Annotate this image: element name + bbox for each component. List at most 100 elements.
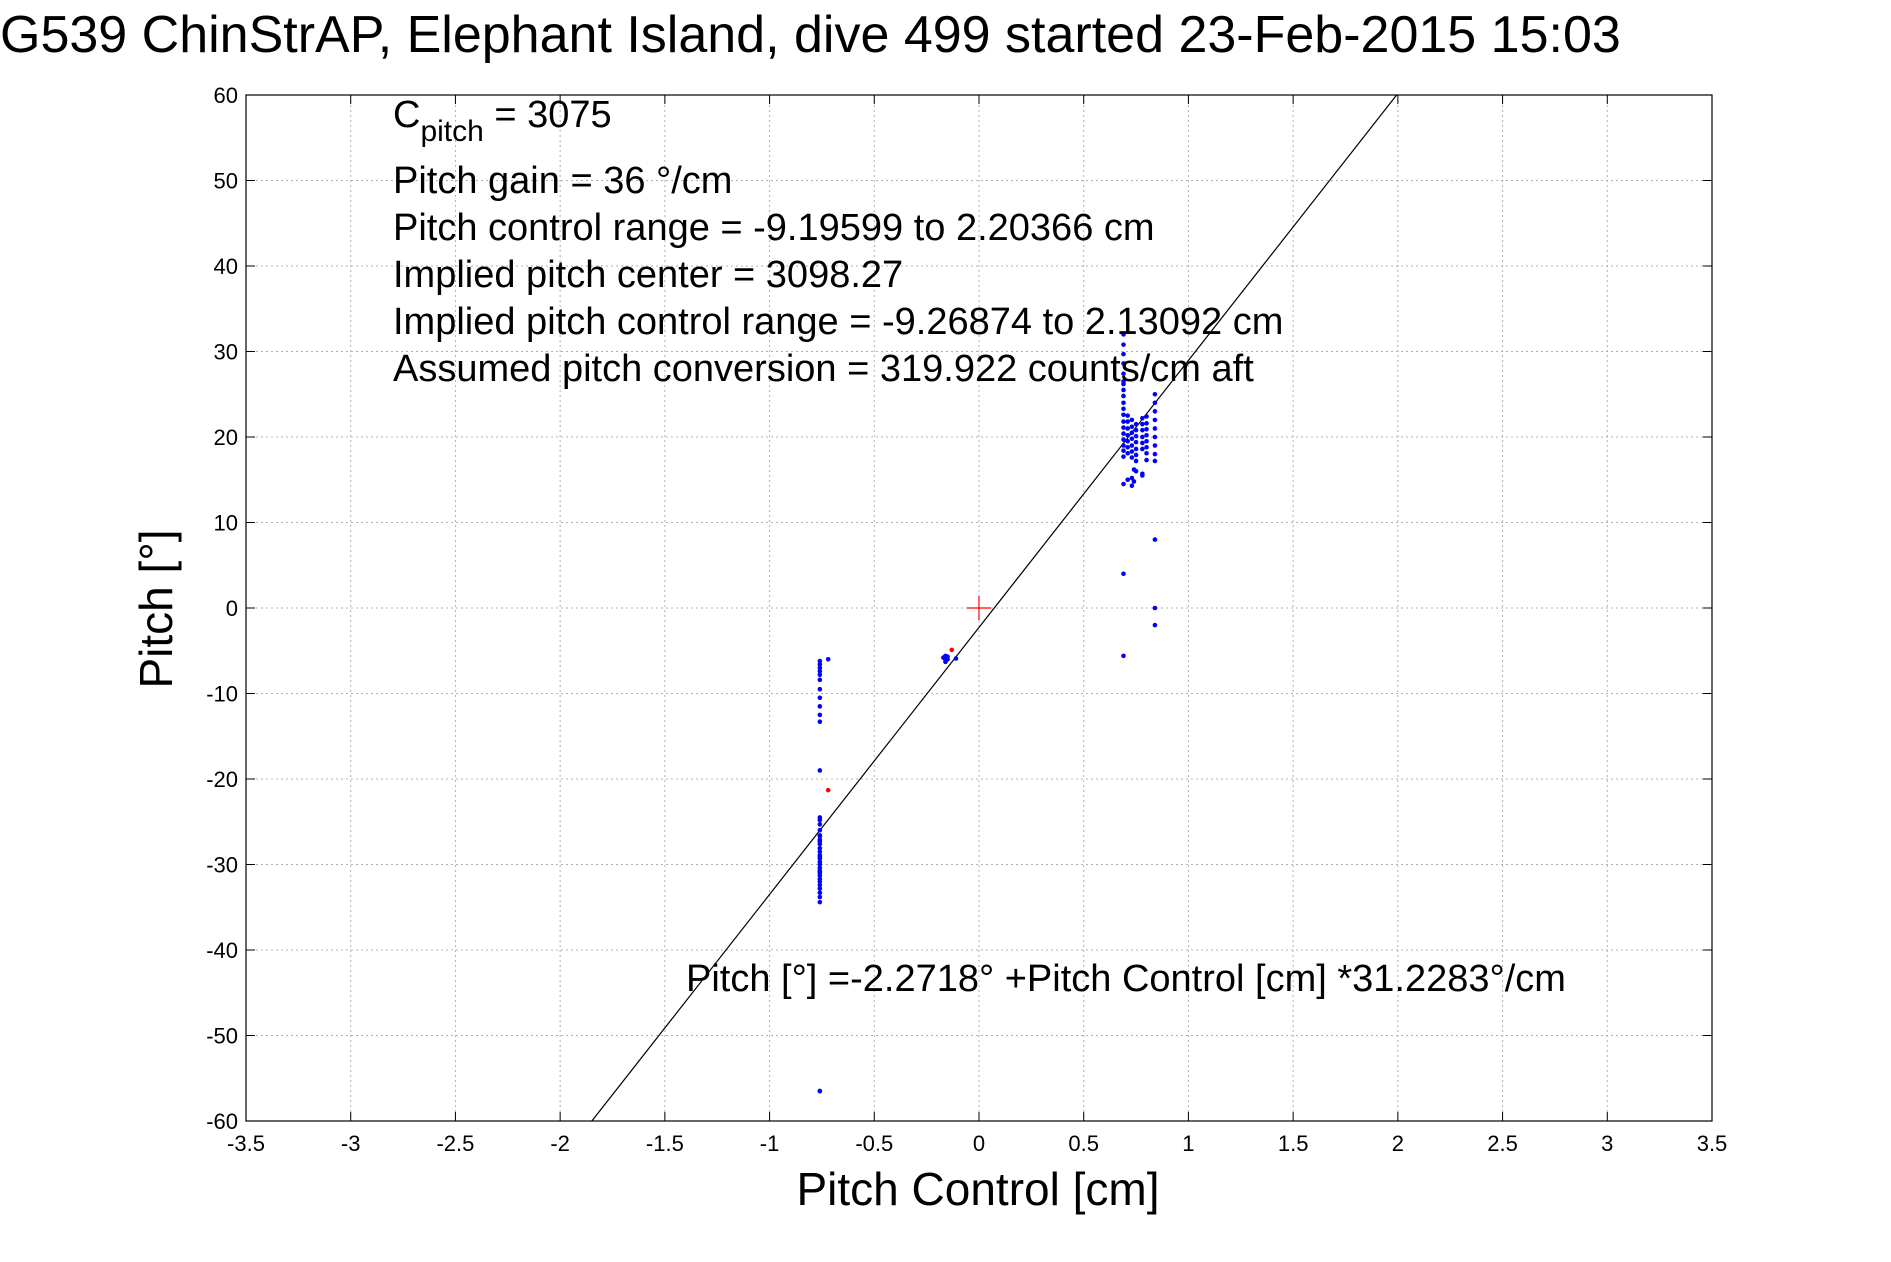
pitch-point: [1121, 379, 1126, 384]
pitch-point: [1129, 483, 1135, 489]
center-marker: [967, 596, 991, 620]
flagged-pitch-point: [825, 787, 831, 793]
pitch-point: [1121, 448, 1126, 453]
x-tick-label: -1.5: [646, 1131, 684, 1156]
pitch-point: [1144, 432, 1149, 438]
annotation-implied-pitch-center: Implied pitch center = 3098.27: [393, 254, 903, 296]
pitch-point: [817, 873, 823, 878]
pitch-point: [1121, 342, 1126, 347]
pitch-point: [817, 899, 823, 905]
pitch-point: [1152, 409, 1158, 414]
pitch-point: [945, 657, 950, 662]
pitch-point: [1152, 451, 1158, 457]
pitch-point: [1140, 421, 1145, 427]
pitch-point: [817, 712, 823, 718]
pitch-point: [817, 822, 823, 827]
pitch-point: [1133, 452, 1139, 458]
pitch-point: [1152, 400, 1158, 406]
pitch-point: [1152, 391, 1158, 397]
pitch-point: [1121, 653, 1126, 659]
y-tick-label: 60: [214, 83, 238, 108]
pitch-point: [1121, 431, 1126, 436]
y-tick-label: 0: [226, 596, 238, 621]
pitch-point: [817, 686, 823, 692]
annotation-fit-equation: Pitch [°] =-2.2718° +Pitch Control [cm] …: [686, 958, 1566, 1000]
pitch-point: [1152, 426, 1158, 431]
pitch-point: [817, 854, 823, 860]
y-tick-label: 10: [214, 511, 238, 536]
pitch-point: [817, 704, 823, 709]
pitch-point: [817, 886, 823, 891]
x-tick-label: -2.5: [436, 1131, 474, 1156]
pitch-point: [1121, 437, 1126, 442]
pitch-point: [817, 662, 823, 667]
pitch-point: [1133, 446, 1139, 452]
y-tick-label: -10: [206, 682, 238, 707]
pitch-point: [1121, 419, 1126, 424]
y-axis-label: Pitch [°]: [130, 529, 182, 688]
x-tick-label: 1: [1182, 1131, 1194, 1156]
y-tick-label: 50: [214, 169, 238, 194]
axis-ticks: [245, 94, 1713, 1122]
x-tick-label: -0.5: [855, 1131, 893, 1156]
pitch-point: [1131, 467, 1137, 472]
fit-line: [591, 94, 1398, 1122]
x-tick-label: 3: [1601, 1131, 1613, 1156]
pitch-point: [1129, 436, 1135, 442]
pitch-point: [1129, 443, 1135, 448]
pitch-point: [1121, 425, 1126, 430]
x-tick-label: 0.5: [1068, 1131, 1099, 1156]
pitch-point: [817, 1088, 823, 1094]
pitch-point: [817, 695, 823, 701]
pitch-point: [817, 668, 823, 674]
pitch-point: [1152, 458, 1158, 464]
pitch-point: [1152, 605, 1158, 611]
pitch-point: [1121, 412, 1126, 418]
pitch-point: [1125, 432, 1130, 438]
y-tick-label: -20: [206, 767, 238, 792]
pitch-point: [1125, 426, 1130, 431]
y-tick-label: -50: [206, 1024, 238, 1049]
pitch-point: [1152, 434, 1158, 440]
pitch-point: [1133, 439, 1139, 445]
pitch-point: [1121, 351, 1126, 357]
pitch-point: [817, 768, 823, 773]
pitch-point: [1140, 434, 1145, 440]
pitch-point: [953, 656, 959, 661]
pitch-point: [817, 849, 823, 854]
y-tick-labels: -60 -50 -40 -30 -20 -10 0 10 20 30 40 50 60: [206, 83, 238, 1134]
pitch-point: [825, 657, 831, 662]
pitch-point: [1144, 414, 1149, 419]
pitch-point: [1140, 471, 1145, 477]
y-tick-label: 20: [214, 425, 238, 450]
pitch-point: [817, 828, 823, 833]
pitch-point: [817, 890, 823, 896]
pitch-point: [1121, 454, 1126, 459]
c-pitch-value: = 3075: [484, 94, 612, 136]
pitch-point: [1144, 444, 1149, 450]
pitch-point: [1129, 424, 1135, 430]
pitch-point: [1140, 415, 1145, 421]
pitch-point: [1121, 571, 1126, 577]
pitch-point: [1121, 393, 1126, 399]
pitch-point: [1140, 427, 1145, 433]
pitch-point: [1129, 455, 1135, 460]
pitch-point: [1125, 438, 1130, 444]
pitch-point: [817, 862, 823, 867]
pitch-point: [1140, 440, 1145, 446]
pitch-point: [1121, 332, 1126, 337]
pitch-point: [1125, 477, 1130, 483]
annotation-c-pitch: Cpitch = 3075: [393, 94, 612, 148]
x-tick-label: -1: [760, 1131, 780, 1156]
x-tick-label: -2: [550, 1131, 570, 1156]
pitch-point: [1121, 371, 1126, 377]
pitch-point: [1152, 443, 1158, 448]
pitch-point: [1125, 413, 1130, 418]
pitch-point: [1144, 421, 1149, 426]
data-points: [817, 332, 1158, 1094]
pitch-point: [1125, 419, 1130, 424]
pitch-point: [1140, 446, 1145, 452]
pitch-point: [1125, 450, 1130, 456]
